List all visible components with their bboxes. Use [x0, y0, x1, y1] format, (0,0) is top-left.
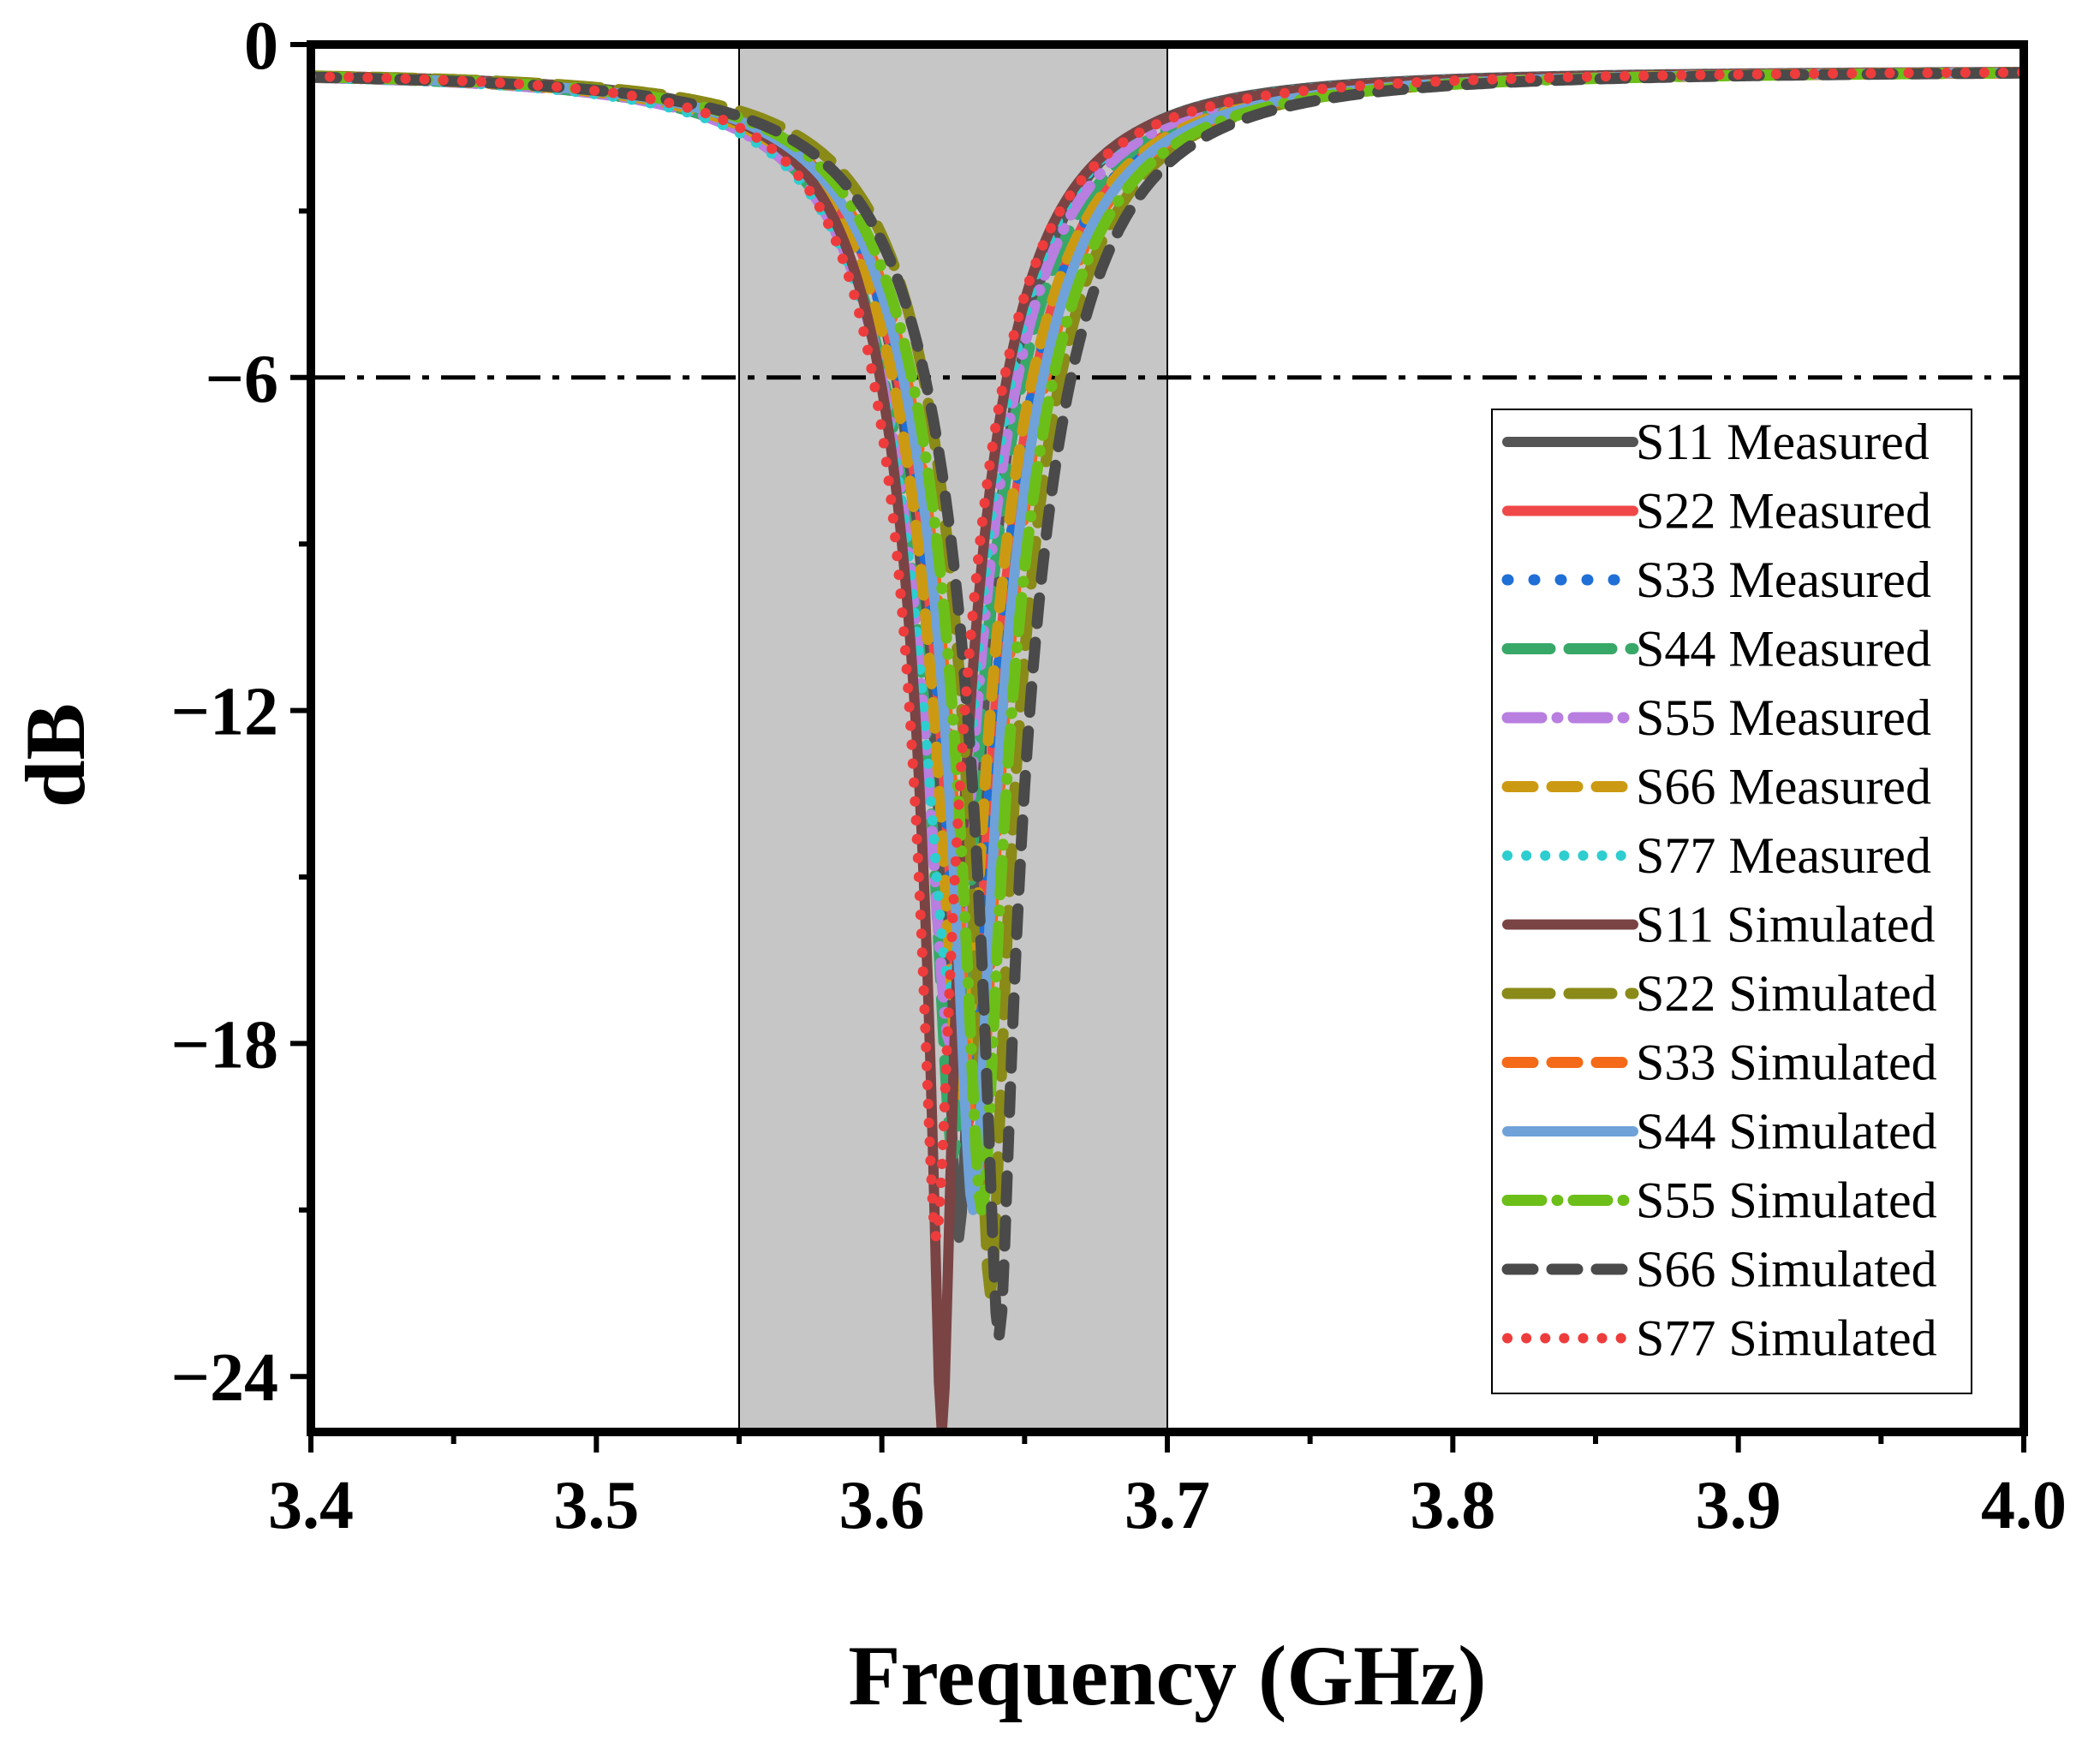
legend-label: S11 Measured [1636, 414, 1930, 470]
legend-label: S33 Measured [1636, 552, 1931, 608]
legend-label: S55 Simulated [1636, 1172, 1937, 1229]
legend: S11 Measured S22 Measured S33 Measured S44 … [1491, 409, 1972, 1394]
legend-label: S33 Simulated [1636, 1035, 1937, 1091]
legend-label: S44 Simulated [1636, 1103, 1937, 1160]
x-tick-label: 3.7 [1125, 1468, 1210, 1543]
curves-group [311, 67, 2024, 1432]
legend-label: S55 Measured [1636, 689, 1931, 746]
axis-ticks [290, 42, 2026, 1453]
y-tick-label: −6 [205, 342, 278, 417]
y-axis-title: dB [8, 703, 103, 808]
x-tick-label: 3.6 [839, 1468, 925, 1543]
series-line-s77-simulated [311, 67, 2024, 1244]
legend-label: S22 Measured [1636, 483, 1931, 540]
x-tick-labels: 3.4 3.5 3.6 3.7 3.8 3.9 4.0 [268, 1468, 2067, 1543]
y-tick-label: −24 [170, 1340, 278, 1416]
legend-label: S77 Measured [1636, 827, 1931, 884]
legend-box [1491, 409, 1972, 1394]
y-tick-label: −12 [170, 675, 278, 750]
legend-label: S22 Simulated [1636, 965, 1937, 1022]
y-tick-labels: 0 −6 −12 −18 −24 [170, 9, 278, 1416]
legend-label: S44 Measured [1636, 621, 1931, 677]
y-tick-label: −18 [170, 1007, 278, 1083]
x-tick-label: 4.0 [1981, 1468, 2067, 1543]
x-tick-label: 3.8 [1410, 1468, 1495, 1543]
legend-label: S66 Simulated [1636, 1241, 1937, 1298]
y-tick-label: 0 [244, 9, 278, 84]
legend-label: S11 Simulated [1636, 897, 1935, 953]
x-tick-label: 3.5 [553, 1468, 639, 1543]
legend-label: S66 Measured [1636, 759, 1931, 815]
x-axis-title: Frequency (GHz) [848, 1628, 1486, 1723]
legend-label: S77 Simulated [1636, 1310, 1937, 1367]
x-tick-label: 3.4 [268, 1468, 354, 1543]
x-tick-label: 3.9 [1696, 1468, 1781, 1543]
